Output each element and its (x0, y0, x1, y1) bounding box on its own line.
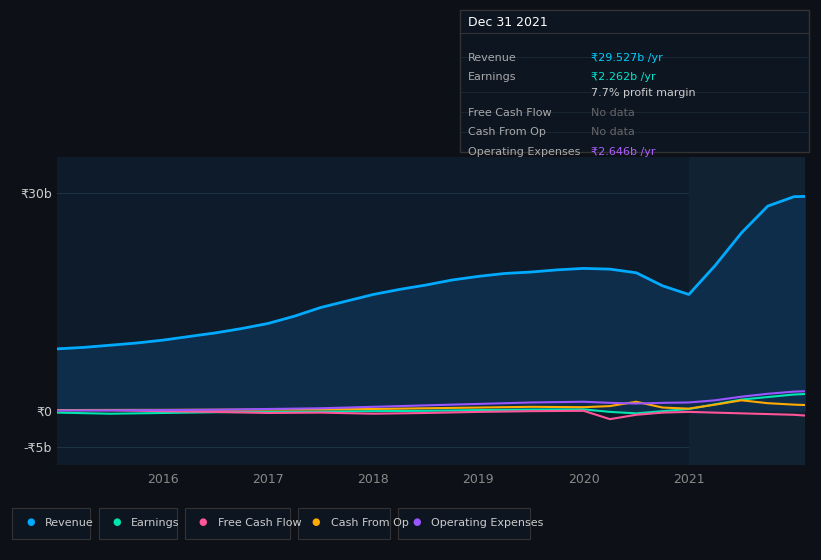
Text: Earnings: Earnings (131, 518, 180, 528)
Text: ●: ● (26, 517, 34, 527)
Text: Revenue: Revenue (45, 518, 94, 528)
Text: ₹29.527b /yr: ₹29.527b /yr (591, 53, 663, 63)
Text: Revenue: Revenue (468, 53, 516, 63)
Text: ●: ● (199, 517, 207, 527)
Text: ●: ● (112, 517, 121, 527)
Text: ₹2.646b /yr: ₹2.646b /yr (591, 147, 656, 157)
Text: Operating Expenses: Operating Expenses (431, 518, 544, 528)
Text: Free Cash Flow: Free Cash Flow (468, 108, 552, 118)
Text: Free Cash Flow: Free Cash Flow (218, 518, 301, 528)
Text: No data: No data (591, 108, 635, 118)
Text: Earnings: Earnings (468, 72, 516, 82)
Text: No data: No data (591, 127, 635, 137)
Bar (689, 157, 805, 465)
Text: Cash From Op: Cash From Op (468, 127, 546, 137)
Text: ●: ● (412, 517, 420, 527)
Text: ₹2.262b /yr: ₹2.262b /yr (591, 72, 656, 82)
Text: Operating Expenses: Operating Expenses (468, 147, 580, 157)
Text: ●: ● (312, 517, 320, 527)
Text: Cash From Op: Cash From Op (331, 518, 409, 528)
Text: 7.7% profit margin: 7.7% profit margin (591, 88, 695, 98)
Text: Dec 31 2021: Dec 31 2021 (468, 16, 548, 29)
